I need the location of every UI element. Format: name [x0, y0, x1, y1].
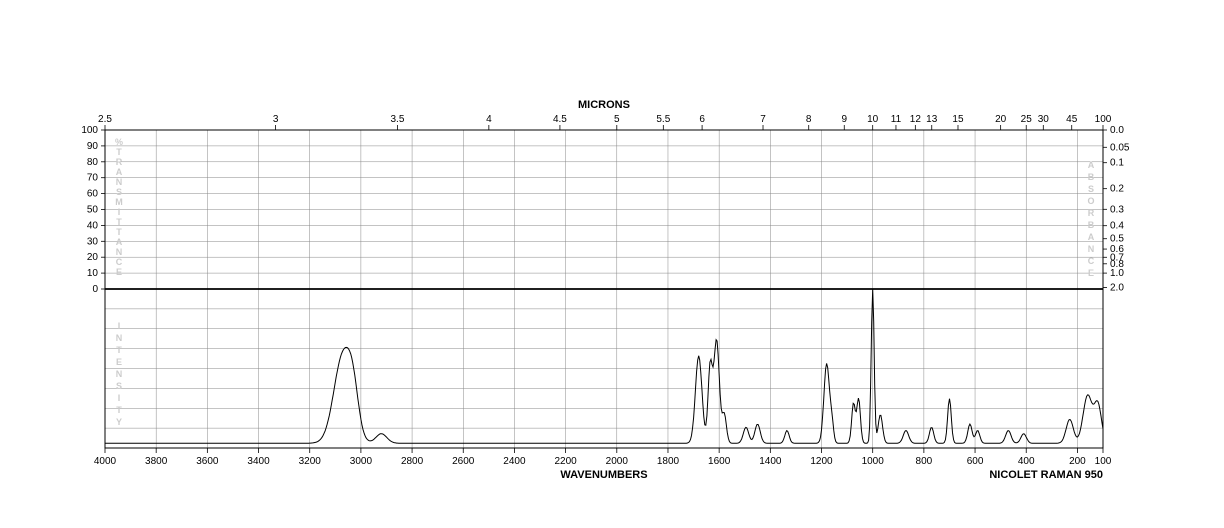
- wavenumber-tick-label: 800: [916, 456, 933, 467]
- wavenumber-tick-label: 200: [1069, 456, 1086, 467]
- wavenumber-tick-label: 2600: [452, 456, 475, 467]
- intensity-axis-letter: T: [116, 405, 122, 415]
- transmittance-tick-label: 20: [87, 252, 99, 263]
- transmittance-axis-letter: I: [118, 207, 121, 217]
- wavenumber-tick-label: 2800: [401, 456, 424, 467]
- top-axis-title: MICRONS: [578, 99, 630, 111]
- absorbance-axis-letter: E: [1088, 268, 1094, 278]
- transmittance-axis-letter: T: [116, 217, 122, 227]
- micron-tick-label: 9: [841, 114, 847, 125]
- wavenumber-tick-label: 1600: [708, 456, 731, 467]
- transmittance-tick-label: 90: [87, 141, 99, 152]
- intensity-axis-letter: N: [116, 333, 123, 343]
- intensity-axis-letter: N: [116, 369, 123, 379]
- bottom-axis-title: WAVENUMBERS: [560, 469, 647, 481]
- absorbance-tick-label: 0.3: [1110, 204, 1124, 215]
- transmittance-axis-letter: N: [116, 247, 123, 257]
- wavenumber-tick-label: 3800: [145, 456, 168, 467]
- absorbance-axis-letter: S: [1088, 184, 1094, 194]
- micron-tick-label: 8: [806, 114, 812, 125]
- intensity-axis-letter: Y: [116, 417, 122, 427]
- absorbance-axis-letter: A: [1088, 160, 1095, 170]
- absorbance-tick-label: 0.05: [1110, 142, 1130, 153]
- transmittance-axis-letter: C: [116, 257, 123, 267]
- micron-tick-label: 3: [273, 114, 279, 125]
- transmittance-tick-label: 30: [87, 236, 99, 247]
- micron-tick-label: 25: [1021, 114, 1033, 125]
- micron-tick-label: 3.5: [391, 114, 405, 125]
- micron-tick-label: 10: [867, 114, 879, 125]
- intensity-axis-letter: T: [116, 345, 122, 355]
- transmittance-axis-letter: T: [116, 227, 122, 237]
- wavenumber-tick-label: 2400: [503, 456, 526, 467]
- spectrum-trace: [105, 289, 1103, 443]
- absorbance-axis-letter: O: [1087, 196, 1094, 206]
- micron-tick-label: 7: [760, 114, 766, 125]
- transmittance-axis-letter: M: [115, 197, 123, 207]
- wavenumber-tick-label: 1200: [810, 456, 833, 467]
- wavenumber-tick-label: 2000: [606, 456, 629, 467]
- transmittance-tick-label: 50: [87, 205, 99, 216]
- transmittance-tick-label: 100: [81, 125, 98, 136]
- wavenumber-tick-label: 1400: [759, 456, 782, 467]
- micron-tick-label: 5.5: [656, 114, 670, 125]
- transmittance-tick-label: 70: [87, 173, 99, 184]
- micron-tick-label: 2.5: [98, 114, 112, 125]
- micron-tick-label: 45: [1066, 114, 1078, 125]
- absorbance-axis-letter: A: [1088, 232, 1095, 242]
- micron-tick-label: 4.5: [553, 114, 567, 125]
- absorbance-tick-label: 0.1: [1110, 158, 1124, 169]
- wavenumber-tick-label: 3400: [247, 456, 270, 467]
- absorbance-tick-label: 1.0: [1110, 268, 1124, 279]
- wavenumber-tick-label: 1800: [657, 456, 680, 467]
- micron-tick-label: 30: [1038, 114, 1050, 125]
- intensity-axis-letter: E: [116, 357, 122, 367]
- transmittance-axis-letter: E: [116, 267, 122, 277]
- transmittance-axis-letter: N: [116, 177, 123, 187]
- transmittance-tick-label: 60: [87, 189, 99, 200]
- absorbance-tick-label: 2.0: [1110, 282, 1124, 293]
- micron-tick-label: 5: [614, 114, 620, 125]
- wavenumber-tick-label: 400: [1018, 456, 1035, 467]
- micron-tick-label: 4: [486, 114, 492, 125]
- wavenumber-tick-label: 600: [967, 456, 984, 467]
- absorbance-axis-letter: B: [1088, 172, 1095, 182]
- micron-tick-label: 6: [699, 114, 705, 125]
- transmittance-axis-letter: R: [116, 157, 123, 167]
- transmittance-axis-letter: T: [116, 147, 122, 157]
- micron-tick-label: 100: [1095, 114, 1112, 125]
- transmittance-tick-label: 0: [92, 284, 98, 295]
- transmittance-axis-letter: A: [116, 167, 123, 177]
- wavenumber-tick-label: 100: [1095, 456, 1112, 467]
- spectrum-chart: 2.533.544.555.56789101112131520253045100…: [0, 0, 1224, 528]
- micron-tick-label: 12: [910, 114, 922, 125]
- absorbance-axis-letter: B: [1088, 220, 1095, 230]
- intensity-axis-letter: I: [118, 393, 121, 403]
- micron-tick-label: 15: [952, 114, 964, 125]
- absorbance-tick-label: 0.0: [1110, 125, 1124, 136]
- absorbance-axis-letter: R: [1088, 208, 1095, 218]
- micron-tick-label: 20: [995, 114, 1007, 125]
- intensity-axis-letter: S: [116, 381, 122, 391]
- absorbance-axis-letter: N: [1088, 244, 1095, 254]
- micron-tick-label: 11: [891, 114, 902, 125]
- transmittance-tick-label: 80: [87, 157, 99, 168]
- micron-tick-label: 13: [926, 114, 938, 125]
- wavenumber-tick-label: 3600: [196, 456, 219, 467]
- instrument-label: NICOLET RAMAN 950: [989, 469, 1103, 481]
- transmittance-axis-letter: %: [115, 137, 123, 147]
- wavenumber-tick-label: 4000: [94, 456, 117, 467]
- wavenumber-tick-label: 1000: [862, 456, 885, 467]
- wavenumber-tick-label: 3000: [350, 456, 373, 467]
- absorbance-tick-label: 0.2: [1110, 184, 1124, 195]
- absorbance-axis-letter: C: [1088, 256, 1095, 266]
- transmittance-axis-letter: A: [116, 237, 123, 247]
- transmittance-tick-label: 40: [87, 220, 99, 231]
- intensity-axis-letter: I: [118, 321, 121, 331]
- absorbance-tick-label: 0.4: [1110, 221, 1124, 232]
- transmittance-tick-label: 10: [87, 268, 99, 279]
- wavenumber-tick-label: 2200: [554, 456, 577, 467]
- wavenumber-tick-label: 3200: [299, 456, 322, 467]
- transmittance-axis-letter: S: [116, 187, 122, 197]
